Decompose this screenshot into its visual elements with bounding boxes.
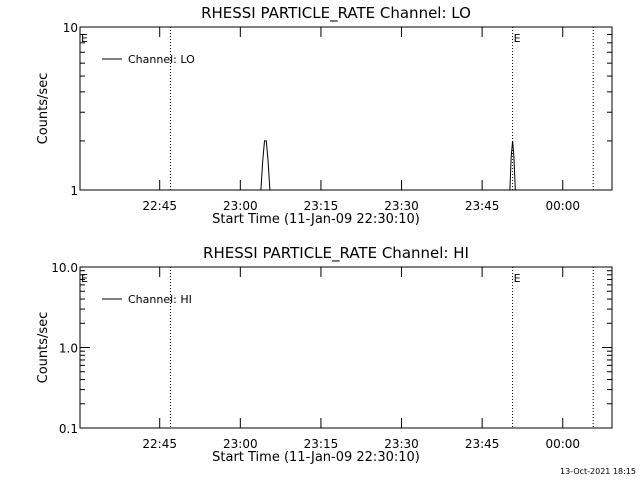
- x-tick-label: 23:00: [223, 437, 258, 451]
- x-tick-label: 23:30: [384, 437, 419, 451]
- chart-panel-2: RHESSI PARTICLE_RATE Channel: HI 0.1 1.0 10…: [36, 244, 613, 465]
- legend-label: Channel: HI: [128, 293, 192, 306]
- y-tick-label: 0.1: [59, 422, 78, 436]
- chart-title: RHESSI PARTICLE_RATE Channel: LO: [201, 4, 471, 23]
- x-tick-label: 23:15: [304, 199, 339, 213]
- x-tick-label: 23:45: [465, 437, 500, 451]
- event-marker-label: E: [514, 272, 521, 285]
- x-tick-label: 23:00: [223, 199, 258, 213]
- x-tick-label: 23:45: [465, 199, 500, 213]
- plots-group: RHESSI PARTICLE_RATE Channel: LO 1 10 22:45…: [36, 4, 613, 465]
- legend-label: Channel: LO: [128, 53, 195, 66]
- x-tick-label: 23:30: [384, 199, 419, 213]
- y-axis-label: Counts/sec: [36, 312, 51, 384]
- event-marker-label: E: [514, 32, 521, 45]
- x-axis-label: Start Time (11-Jan-09 22:30:10): [212, 450, 420, 465]
- y-tick-label: 1.0: [59, 342, 78, 356]
- x-axis-label: Start Time (11-Jan-09 22:30:10): [212, 212, 420, 227]
- y-tick-label: 1: [70, 184, 78, 198]
- x-tick-label: 23:15: [304, 437, 339, 451]
- event-marker-label: E: [81, 272, 88, 285]
- x-tick-label: 00:00: [545, 437, 580, 451]
- x-tick-label: 00:00: [545, 199, 580, 213]
- y-axis-label: Counts/sec: [36, 73, 51, 145]
- timestamp-label: 13-Oct-2021 18:15: [560, 467, 636, 476]
- y-tick-label: 10.0: [51, 261, 78, 275]
- event-marker-label: E: [81, 32, 88, 45]
- series-line: [260, 140, 516, 191]
- y-tick-label: 10: [63, 21, 78, 35]
- x-tick-label: 22:45: [142, 199, 177, 213]
- x-tick-label: 22:45: [142, 437, 177, 451]
- chart-panel-1: RHESSI PARTICLE_RATE Channel: LO 1 10 22:45…: [36, 4, 613, 227]
- chart-title: RHESSI PARTICLE_RATE Channel: HI: [203, 244, 469, 263]
